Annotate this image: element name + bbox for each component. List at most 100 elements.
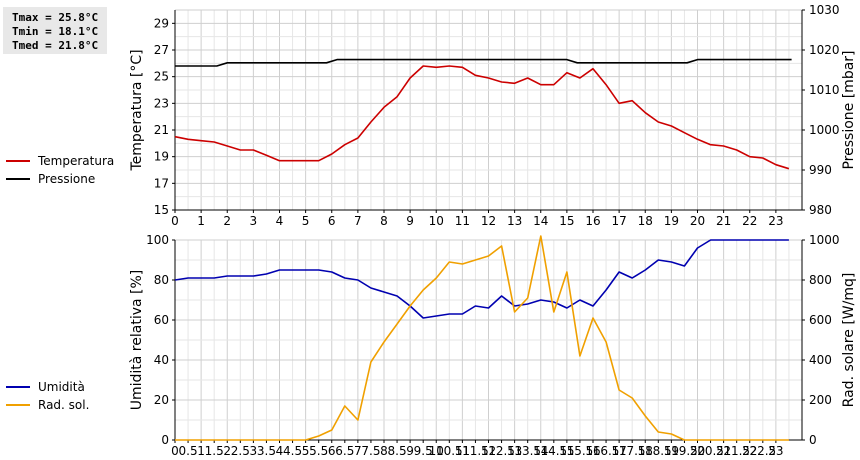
legend-item-umidita: Umidità [6,378,89,396]
chart2-y2label: Rad. solare [W/mq] [841,273,857,408]
chart2-ytick-label: 20 [154,393,169,407]
chart1-y2tick-label: 1020 [809,43,840,57]
legend-label-umidita: Umidità [38,380,85,394]
chart2-xtick-label: 9 [406,444,414,458]
chart2-xtick-label: 17 [611,444,626,458]
chart2-xtick-label: 10 [429,444,444,458]
tmed-label: Tmed = 21.8°C [12,39,99,52]
chart2-xtick-label: 20.5 [697,444,724,458]
chart2-xtick-label: 14.5 [540,444,567,458]
chart1-y2tick-label: 1030 [809,3,840,17]
chart2-ytick-label: 0 [161,433,169,447]
chart1-ytick-label: 23 [154,96,169,110]
chart1-xtick-label: 20 [690,214,705,228]
chart1-series-pressione [175,58,792,67]
chart2-xtick-label: 21.5 [723,444,750,458]
top-legend: Temperatura Pressione [6,152,114,188]
legend-swatch-rad-sol [6,404,30,406]
legend-item-temperatura: Temperatura [6,152,114,170]
chart1-y2tick-label: 990 [809,163,832,177]
chart2-ytick-label: 80 [154,273,169,287]
chart1-ytick-label: 21 [154,123,169,137]
chart2-xtick-label: 19.5 [671,444,698,458]
chart2-ytick-label: 40 [154,353,169,367]
chart2-xtick-label: 21 [716,444,731,458]
chart2-y2tick-label: 400 [809,353,832,367]
chart2-y2tick-label: 1000 [809,233,840,247]
chart1-xtick-label: 23 [768,214,783,228]
chart2-xtick-label: 12.5 [488,444,515,458]
chart1-ylabel: Temperatura [°C] [129,49,145,171]
chart2-xtick-label: 18.5 [645,444,672,458]
stats-box: Tmax = 25.8°C Tmin = 18.1°C Tmed = 21.8°… [3,7,107,54]
chart2-xtick-label: 13.5 [514,444,541,458]
chart1-series-temperatura [174,65,790,170]
legend-label-temperatura: Temperatura [38,154,115,168]
chart2-xtick-label: 1.5 [205,444,224,458]
chart1-ytick-label: 17 [154,176,169,190]
chart1-xtick-label: 16 [585,214,600,228]
chart1-xtick-label: 7 [354,214,362,228]
chart1-xtick-label: 8 [380,214,388,228]
chart1-xtick-label: 19 [664,214,679,228]
chart2-xtick-label: 2 [223,444,231,458]
legend-swatch-umidita [6,386,30,388]
chart1-xtick-label: 21 [716,214,731,228]
chart2-xtick-label: 20 [690,444,705,458]
chart2-xtick-label: 6 [328,444,336,458]
legend-item-rad-sol: Rad. sol. [6,396,89,414]
chart2-xtick-label: 11 [455,444,470,458]
tmax-label: Tmax = 25.8°C [12,11,99,24]
chart1-xtick-label: 9 [406,214,414,228]
chart2-ylabel: Umidità relativa [%] [129,270,145,411]
chart2-xtick-label: 9.5 [414,444,433,458]
chart1-xtick-label: 13 [507,214,522,228]
chart2-xtick-label: 16.5 [593,444,620,458]
chart1-y2tick-label: 1000 [809,123,840,137]
chart2-xtick-label: 7.5 [361,444,380,458]
chart2-xtick-label: 0.5 [179,444,198,458]
chart2-xtick-label: 15 [559,444,574,458]
chart1-xtick-label: 5 [302,214,310,228]
chart2-xtick-label: 15.5 [567,444,594,458]
chart2-ytick-label: 60 [154,313,169,327]
legend-swatch-pressione [6,178,30,180]
chart2-xtick-label: 10.5 [436,444,463,458]
chart2-xtick-label: 0 [171,444,179,458]
chart2-xtick-label: 18 [638,444,653,458]
chart2-y2tick-label: 0 [809,433,817,447]
chart2-xtick-label: 8 [380,444,388,458]
chart1-xtick-label: 18 [638,214,653,228]
legend-item-pressione: Pressione [6,170,114,188]
chart1-y2tick-label: 1010 [809,83,840,97]
chart2-xtick-label: 6.5 [335,444,354,458]
chart1-xtick-label: 15 [559,214,574,228]
chart2-ytick-label: 100 [146,233,169,247]
chart1-ytick-label: 25 [154,70,169,84]
chart2-xtick-label: 4.5 [283,444,302,458]
chart2-xtick-label: 8.5 [388,444,407,458]
legend-label-rad-sol: Rad. sol. [38,398,90,412]
chart1-xtick-label: 11 [455,214,470,228]
chart2-xtick-label: 16 [585,444,600,458]
chart1-xtick-label: 14 [533,214,548,228]
chart2-y2tick-label: 800 [809,273,832,287]
chart1-y2tick-label: 980 [809,203,832,217]
chart2-xtick-label: 22.5 [749,444,776,458]
chart1-ytick-label: 19 [154,150,169,164]
chart1-xtick-label: 17 [611,214,626,228]
chart1-xtick-label: 1 [197,214,205,228]
chart2-xtick-label: 5.5 [309,444,328,458]
chart2-xtick-label: 14 [533,444,548,458]
chart1-xtick-label: 6 [328,214,336,228]
legend-swatch-temperatura [6,160,30,162]
chart2-xtick-label: 13 [507,444,522,458]
chart2-xtick-label: 17.5 [619,444,646,458]
chart1-ytick-label: 27 [154,43,169,57]
chart2-xtick-label: 1 [197,444,205,458]
chart2-xtick-label: 2.5 [231,444,250,458]
legend-label-pressione: Pressione [38,172,96,186]
chart1-xtick-label: 12 [481,214,496,228]
